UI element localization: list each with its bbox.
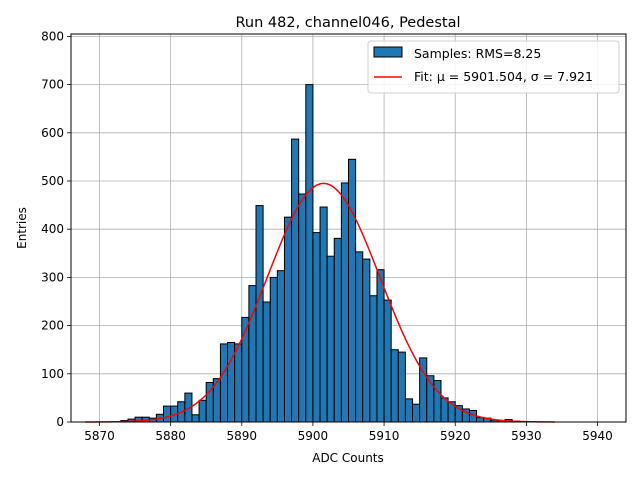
histogram-bar — [326, 255, 335, 423]
histogram-bar — [404, 398, 414, 423]
histogram-bar — [476, 417, 485, 423]
histogram-bar — [262, 301, 271, 423]
histogram-bar — [319, 206, 328, 423]
x-tick-label: 5870 — [84, 429, 115, 443]
histogram-bar — [291, 138, 300, 423]
histogram-bar — [340, 182, 349, 423]
y-tick-label: 800 — [41, 29, 64, 43]
histogram-bar — [198, 399, 207, 423]
y-tick-label: 100 — [41, 367, 64, 381]
histogram-bar — [234, 343, 243, 423]
histogram-bar — [362, 258, 371, 423]
histogram-bar — [269, 276, 278, 423]
histogram-bar — [163, 405, 172, 423]
histogram-bars — [113, 84, 535, 423]
histogram-bar — [191, 414, 200, 423]
histogram-bar — [219, 343, 229, 423]
histogram-bar — [390, 349, 399, 423]
x-tick-label: 5890 — [226, 429, 257, 443]
histogram-bar — [255, 205, 264, 423]
y-tick-label: 300 — [41, 270, 64, 284]
y-axis-ticks: 0 100 200 300 400 500 600 700 800 — [41, 29, 71, 429]
histogram-bar — [376, 269, 385, 423]
y-tick-label: 400 — [41, 222, 64, 236]
y-tick-label: 600 — [41, 126, 64, 140]
histogram-bar — [276, 270, 285, 423]
histogram-bar — [355, 251, 364, 423]
x-axis-title: ADC Counts — [312, 451, 384, 465]
x-tick-label: 5900 — [298, 429, 329, 443]
x-tick-label: 5920 — [440, 429, 471, 443]
x-tick-label: 5910 — [369, 429, 400, 443]
legend-label-fit: Fit: μ = 5901.504, σ = 7.921 — [414, 69, 593, 84]
histogram-bar — [440, 397, 449, 423]
histogram-bar — [433, 380, 442, 423]
y-tick-label: 700 — [41, 78, 64, 92]
legend-box — [367, 40, 620, 94]
histogram-bar — [333, 237, 342, 423]
x-tick-label: 5880 — [155, 429, 186, 443]
legend: Samples: RMS=8.25 Fit: μ = 5901.504, σ =… — [367, 40, 620, 94]
gaussian-fit-curve — [85, 182, 555, 423]
histogram-bar — [312, 232, 321, 423]
y-axis-title: Entries — [15, 207, 29, 249]
histogram-bar — [248, 285, 257, 423]
y-tick-label: 200 — [41, 319, 64, 333]
plot-frame — [70, 33, 627, 423]
histogram-bar — [348, 158, 357, 423]
histogram-bar — [298, 193, 307, 423]
histogram-bar — [383, 299, 392, 423]
histogram-bar — [397, 351, 406, 423]
histogram-bar — [305, 84, 314, 423]
legend-swatch-samples — [373, 46, 403, 58]
histogram-bar — [369, 295, 378, 423]
y-tick-label: 0 — [56, 415, 64, 429]
x-axis-ticks: 5870 5880 5890 5900 5910 5920 5930 5940 — [84, 422, 613, 443]
chart-title: Run 482, channel046, Pedestal — [235, 15, 460, 31]
x-tick-label: 5930 — [511, 429, 542, 443]
histogram-bar — [412, 403, 421, 423]
legend-label-samples: Samples: RMS=8.25 — [414, 46, 541, 61]
histogram-bar — [241, 316, 250, 423]
x-tick-label: 5940 — [582, 429, 613, 443]
y-tick-label: 500 — [41, 174, 64, 188]
histogram-bar — [283, 216, 293, 423]
